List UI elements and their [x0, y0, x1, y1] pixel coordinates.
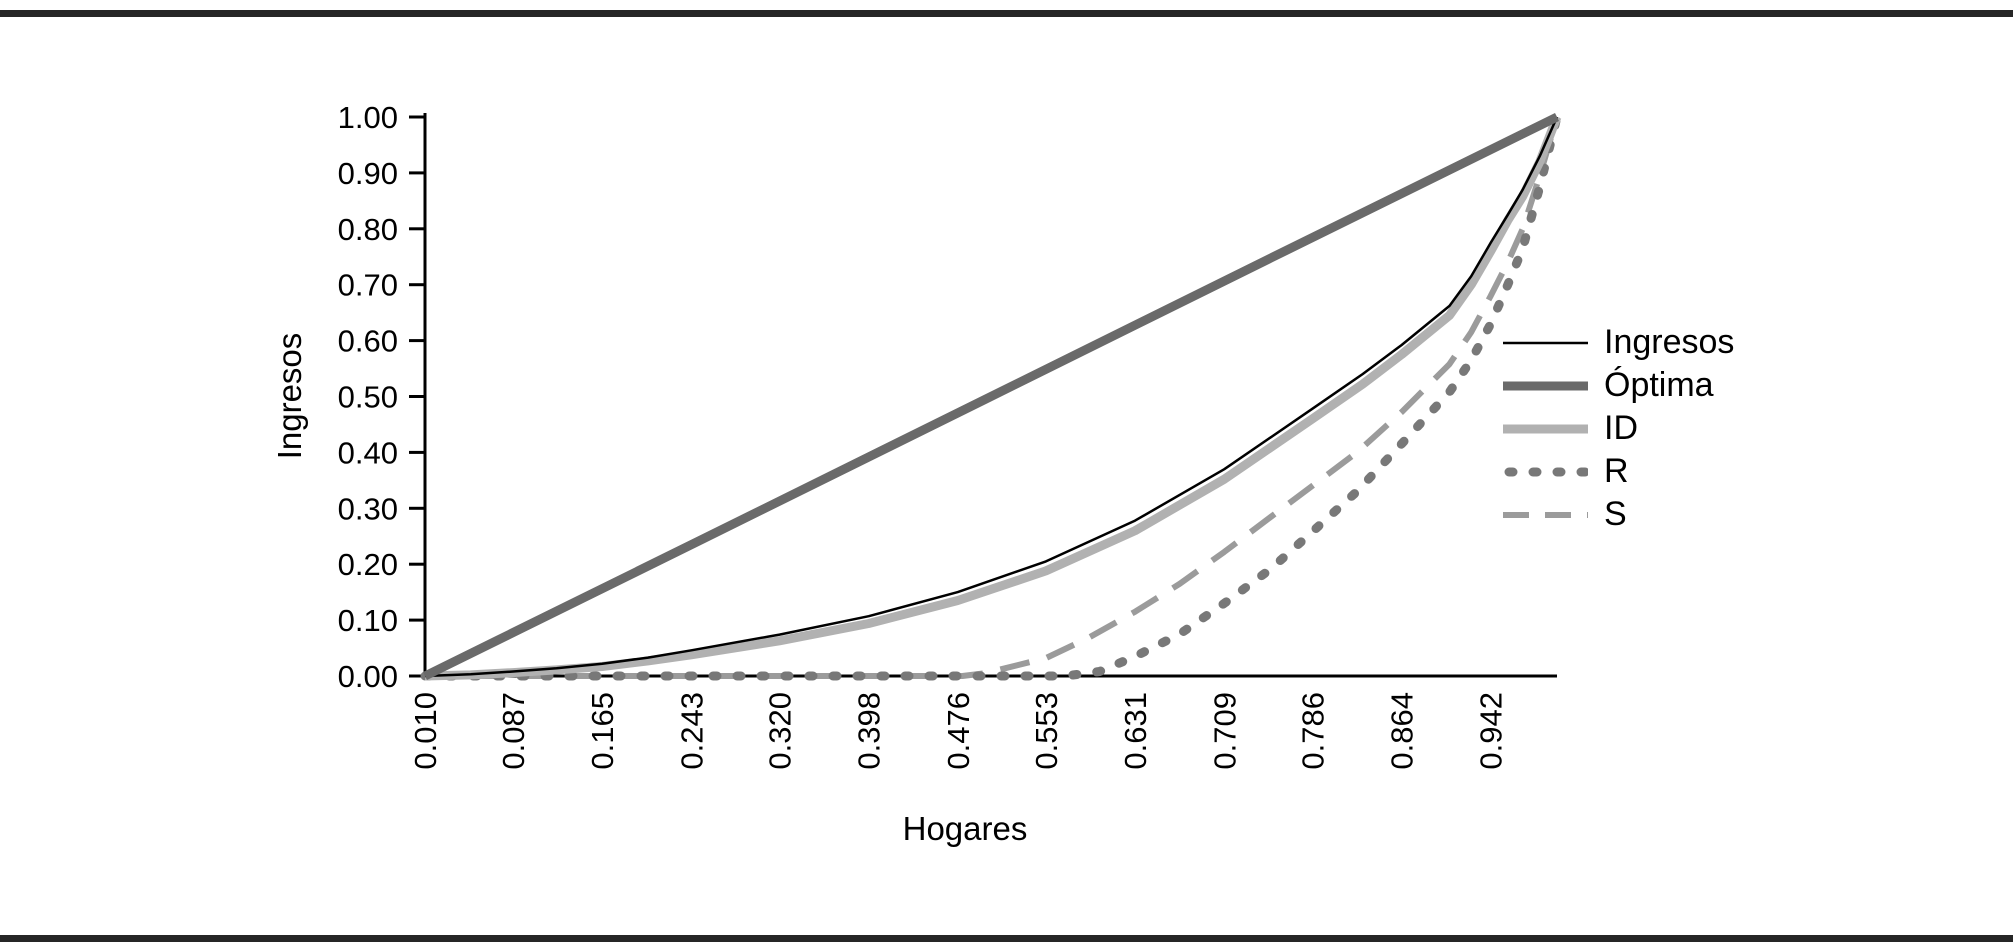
legend-label: S [1604, 495, 1627, 533]
legend-item-s: S [1503, 493, 1734, 536]
x-tick-label: 0.942 [1474, 692, 1509, 770]
top-rule [0, 10, 2013, 17]
legend-label: ID [1604, 409, 1638, 447]
legend-item-id: ID [1503, 407, 1734, 450]
legend-swatch-optima-line [1503, 381, 1588, 390]
y-tick-label: 1.00 [338, 100, 398, 135]
legend-swatch-s-line [1503, 511, 1588, 518]
x-tick-label: 0.786 [1295, 692, 1330, 770]
y-tick-label: 0.10 [338, 603, 398, 638]
x-axis-title: Hogares [902, 810, 1028, 847]
x-tick-label: 0.553 [1029, 692, 1064, 770]
y-tick-label: 0.90 [338, 156, 398, 191]
series-line-s [425, 116, 1560, 679]
series-line-optima [423, 112, 1559, 681]
legend-swatch-ingresos-line [1503, 341, 1588, 344]
legend-swatch-id-line [1503, 424, 1588, 433]
legend-label: Ingresos [1604, 323, 1735, 361]
legend-swatch-r-line [1504, 467, 1588, 476]
x-tick-label: 0.398 [852, 692, 887, 770]
legend-item-optima: Óptima [1503, 364, 1734, 407]
x-tick-label: 0.087 [496, 692, 531, 770]
x-tick-label: 0.631 [1118, 692, 1153, 770]
series-line-id [424, 115, 1562, 681]
y-tick-label: 0.50 [338, 380, 398, 415]
chart-legend: Ingresos Óptima ID R S [1503, 321, 1734, 536]
y-tick-label: 0.80 [338, 212, 398, 247]
y-axis-title: Ingresos [271, 332, 308, 460]
x-tick-label: 0.864 [1384, 692, 1419, 770]
series-line-ingresos [424, 116, 1559, 678]
legend-label: Óptima [1604, 366, 1714, 404]
y-tick-label: 0.00 [338, 659, 398, 694]
y-tick-label: 0.40 [338, 435, 398, 470]
legend-label: R [1604, 452, 1629, 490]
y-tick-label: 0.70 [338, 268, 398, 303]
x-tick-label: 0.709 [1207, 692, 1242, 770]
y-tick-label: 0.20 [338, 547, 398, 582]
bottom-rule [0, 935, 2013, 942]
series-line-r [420, 112, 1562, 681]
x-tick-label: 0.476 [941, 692, 976, 770]
legend-item-ingresos: Ingresos [1503, 321, 1734, 364]
y-tick-label: 0.60 [338, 324, 398, 359]
legend-item-r: R [1503, 450, 1734, 493]
x-tick-label: 0.010 [408, 692, 443, 770]
x-tick-label: 0.165 [585, 692, 620, 770]
x-tick-label: 0.320 [762, 692, 797, 770]
y-tick-label: 0.30 [338, 491, 398, 526]
x-tick-label: 0.243 [674, 692, 709, 770]
